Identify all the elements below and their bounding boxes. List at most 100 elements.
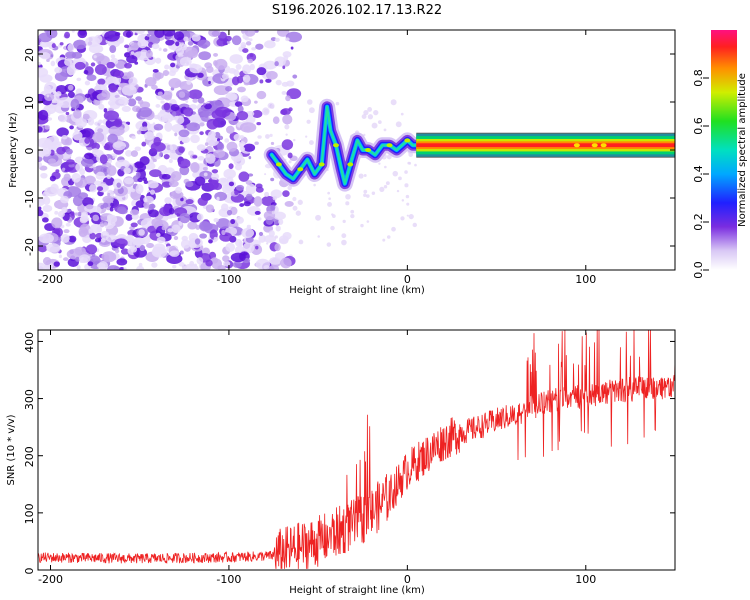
noise-blob (240, 42, 247, 48)
noise-blob (38, 61, 41, 66)
noise-blob (243, 81, 250, 86)
noise-blob (400, 216, 405, 221)
noise-blob (151, 262, 158, 268)
noise-blob (94, 121, 101, 126)
noise-blob (197, 39, 211, 49)
noise-blob (385, 181, 390, 186)
noise-blob (328, 197, 332, 201)
noise-blob (64, 58, 73, 66)
noise-blob (76, 119, 82, 125)
spectrogram-x-label: Height of straight line (km) (289, 285, 425, 296)
noise-blob (42, 191, 50, 197)
noise-blob (214, 191, 228, 201)
noise-blob (103, 108, 108, 113)
noise-blob (254, 141, 259, 145)
noise-blob (211, 258, 223, 270)
noise-blob (76, 77, 82, 82)
noise-blob (69, 125, 74, 130)
noise-blob (269, 264, 280, 270)
noise-blob (123, 267, 127, 270)
noise-blob (241, 228, 255, 239)
noise-blob (50, 54, 54, 58)
noise-blob (108, 85, 118, 93)
noise-blob (157, 110, 170, 122)
noise-blob (400, 112, 404, 116)
noise-blob (213, 149, 226, 159)
colorbar-tick-label: 0.2 (692, 213, 705, 231)
noise-blob (185, 181, 194, 188)
noise-blob (114, 94, 120, 99)
noise-blob (38, 155, 43, 163)
noise-blob (76, 264, 81, 270)
noise-blob (135, 184, 144, 194)
chart-title: S196.2026.102.17.13.R22 (272, 3, 442, 18)
noise-blob (191, 34, 201, 42)
noise-blob (152, 247, 165, 256)
noise-blob (38, 233, 54, 244)
noise-blob (265, 134, 270, 139)
noise-blob (283, 55, 289, 61)
noise-blob (404, 183, 409, 188)
snr-content (38, 330, 675, 569)
noise-blob (186, 122, 201, 132)
noise-blob (414, 163, 417, 167)
noise-blob (38, 32, 53, 43)
noise-blob (392, 170, 399, 177)
noise-blob (58, 114, 68, 123)
noise-blob (107, 158, 113, 164)
noise-blob (226, 141, 238, 152)
noise-blob (111, 221, 116, 227)
noise-blob (101, 89, 109, 98)
noise-blob (94, 64, 107, 76)
noise-blob (163, 48, 168, 52)
snr-x-label: Height of straight line (km) (289, 585, 425, 596)
noise-blob (365, 194, 370, 198)
noise-blob (100, 238, 106, 243)
noise-blob (327, 201, 332, 207)
noise-blob (179, 250, 184, 255)
noise-blob (152, 122, 156, 126)
noise-blob (309, 140, 314, 145)
noise-blob (126, 55, 138, 64)
noise-blob (236, 110, 249, 121)
noise-blob (280, 257, 292, 269)
noise-blob (161, 173, 171, 180)
noise-blob (61, 206, 68, 214)
noise-blob (179, 212, 191, 224)
noise-blob (135, 171, 141, 178)
noise-blob (206, 65, 214, 74)
noise-blob (196, 213, 204, 221)
noise-blob (153, 123, 164, 131)
noise-blob (235, 63, 242, 70)
noise-blob (139, 245, 146, 251)
noise-blob (173, 235, 179, 241)
noise-blob (383, 128, 387, 132)
noise-blob (203, 172, 208, 177)
noise-blob (270, 204, 276, 211)
noise-blob (166, 144, 171, 151)
noise-blob (244, 30, 256, 37)
spectrogram-y-tick-label: 10 (23, 96, 36, 110)
noise-blob (130, 51, 135, 55)
signal-hotspot (297, 167, 304, 172)
noise-blob (68, 235, 77, 243)
noise-blob (38, 262, 46, 270)
snr-x-tick-label: -200 (38, 573, 63, 586)
noise-blob (232, 261, 242, 268)
noise-blob (44, 81, 57, 93)
noise-blob (186, 50, 198, 59)
noise-blob (288, 160, 292, 164)
noise-blob (51, 217, 63, 229)
noise-blob (129, 84, 135, 91)
noise-blob (90, 62, 96, 67)
noise-blob (391, 226, 396, 232)
snr-x-tick-label: -100 (216, 573, 241, 586)
noise-blob (173, 31, 185, 41)
noise-blob (238, 171, 250, 182)
noise-blob (275, 79, 282, 86)
noise-blob (106, 165, 117, 177)
spectrogram-content (38, 30, 675, 270)
noise-blob (47, 117, 53, 121)
noise-blob (38, 206, 42, 211)
noise-blob (51, 43, 56, 49)
